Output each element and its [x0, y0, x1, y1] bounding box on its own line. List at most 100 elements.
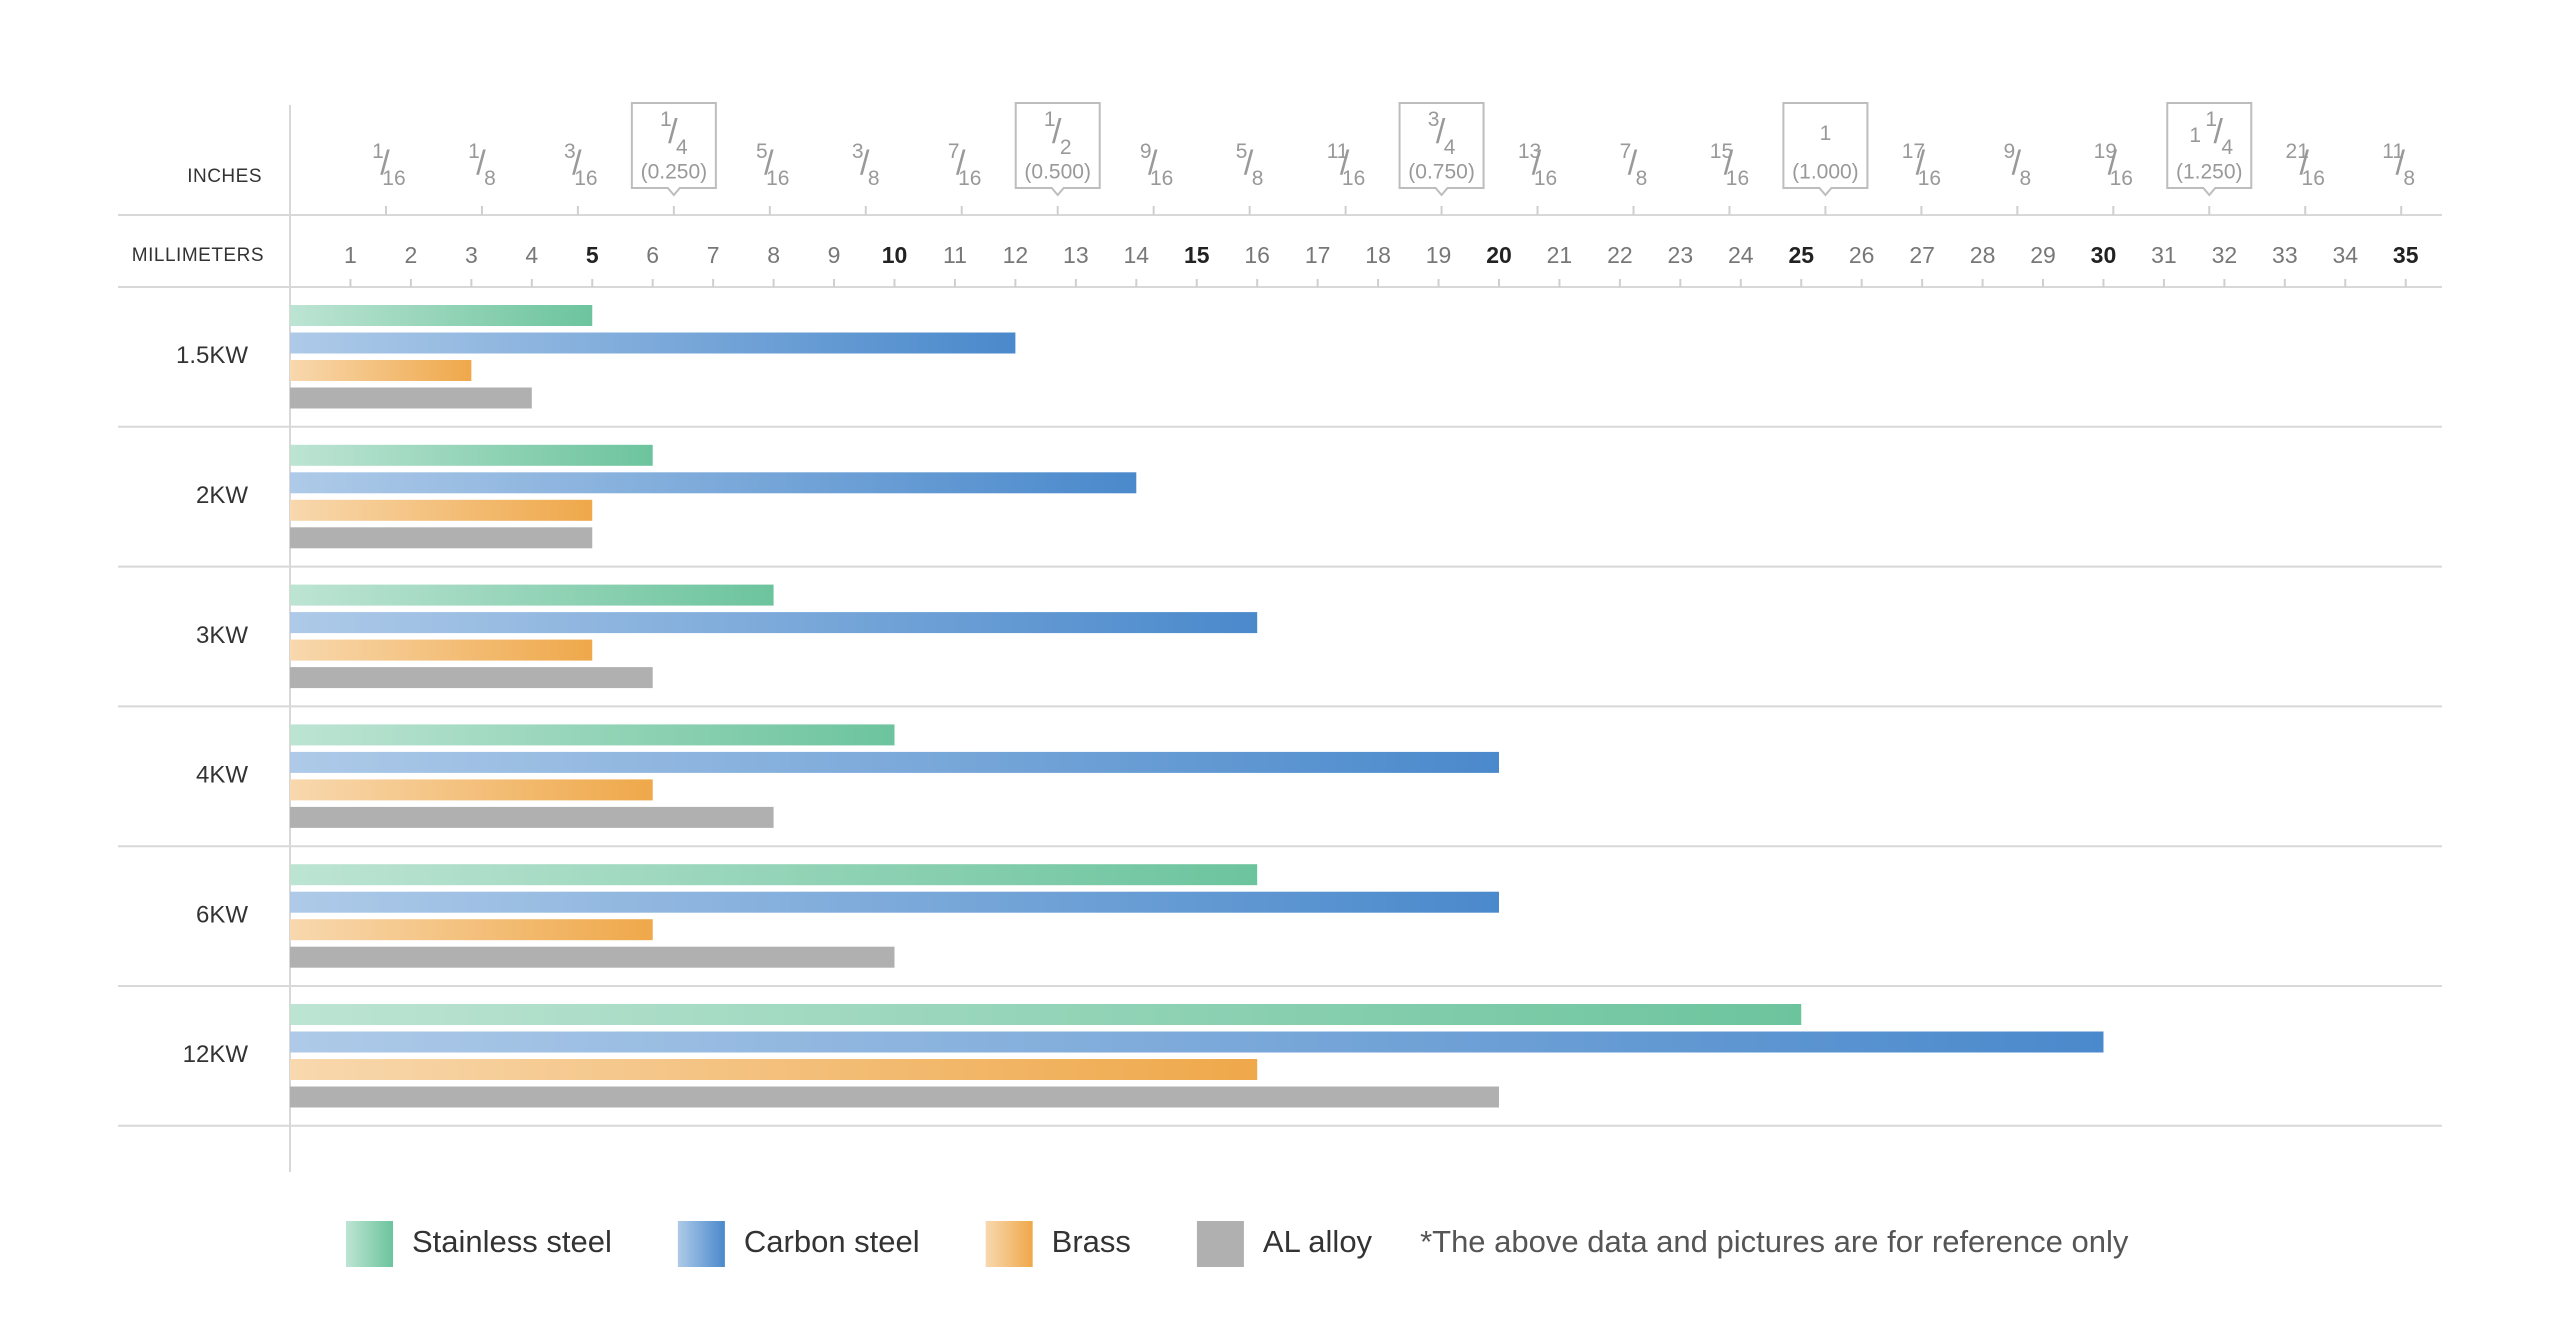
- category-label: 2KW: [196, 482, 248, 509]
- x-tick-label: 5: [586, 242, 599, 268]
- x2-tick-label: 1/8: [468, 140, 496, 190]
- bar: [290, 332, 1016, 354]
- x2-tick-label: 1: [1820, 122, 1832, 145]
- legend-swatch: [677, 1221, 725, 1267]
- x2-tick-box: [1398, 102, 1485, 197]
- x2-tick-decimal: (0.250): [641, 161, 708, 184]
- x-tick-label: 2: [405, 242, 418, 268]
- x2-tick-decimal: (1.000): [1792, 161, 1859, 184]
- x-tick-label: 13: [1063, 242, 1089, 268]
- bar: [290, 444, 653, 466]
- bar: [290, 779, 653, 801]
- legend-swatch: [1196, 1221, 1244, 1267]
- x-tick-label: 9: [828, 242, 841, 268]
- x-tick-label: 18: [1365, 242, 1391, 268]
- legend-label: Carbon steel: [744, 1224, 920, 1259]
- category-label: 3KW: [196, 622, 248, 649]
- x2-tick-label: 11/16: [1327, 140, 1366, 190]
- x2-tick-label: 5/16: [756, 140, 790, 190]
- legend-swatch: [346, 1221, 393, 1267]
- bar: [290, 584, 774, 606]
- x2-tick-decimal: (0.500): [1024, 161, 1091, 184]
- x-tick-label: 32: [2212, 242, 2238, 268]
- x-tick-label: 29: [2030, 242, 2056, 268]
- note: *The above data and pictures are for ref…: [1420, 1224, 2129, 1259]
- x-tick-label: 27: [1909, 242, 1935, 268]
- bar: [290, 472, 1137, 494]
- bar: [290, 724, 895, 746]
- x2-tick-label: 17/16: [1902, 140, 1941, 190]
- x-axis-label: MILLIMETERS: [132, 245, 264, 266]
- bar: [290, 751, 1499, 773]
- x2-tick-label: 9/8: [2003, 140, 2031, 190]
- x2-tick-label: 1/4: [660, 108, 688, 159]
- bar: [290, 499, 593, 521]
- bar: [290, 946, 895, 968]
- category-label: 6KW: [196, 901, 248, 928]
- x-tick-label: 14: [1123, 242, 1149, 268]
- x-tick-label: 25: [1788, 242, 1814, 268]
- x-tick-label: 1: [344, 242, 357, 268]
- bar: [290, 1086, 1499, 1108]
- x2-tick-label: 7/16: [948, 140, 982, 190]
- legend-label: Brass: [1052, 1224, 1131, 1259]
- x-tick-label: 31: [2151, 242, 2177, 268]
- x-tick-label: 23: [1668, 242, 1694, 268]
- x-tick-label: 17: [1305, 242, 1331, 268]
- x2-tick-label: 1/2: [1044, 108, 1072, 159]
- x-tick-label: 10: [882, 242, 908, 268]
- bar: [290, 360, 472, 381]
- x2-tick-label: 1 1/4: [2189, 108, 2233, 159]
- x-tick-label: 3: [465, 242, 478, 268]
- legend-label: Stainless steel: [412, 1224, 612, 1259]
- x-tick-label: 33: [2272, 242, 2298, 268]
- x-tick-label: 35: [2393, 242, 2419, 268]
- x2-tick-label: 3/8: [852, 140, 880, 190]
- x-tick-label: 19: [1426, 242, 1452, 268]
- x2-tick-label: 3/16: [564, 140, 598, 190]
- bar: [290, 527, 593, 549]
- bar: [290, 1059, 1258, 1080]
- x2-tick-decimal: (1.250): [2176, 161, 2243, 184]
- x-tick-label: 12: [1003, 242, 1029, 268]
- x2-tick-label: 7/8: [1620, 140, 1648, 190]
- x-tick-label: 16: [1244, 242, 1270, 268]
- bar: [290, 639, 593, 661]
- bar: [290, 387, 532, 409]
- x-tick-label: 22: [1607, 242, 1633, 268]
- x-tick-label: 8: [767, 242, 780, 268]
- x-tick-label: 4: [525, 242, 538, 268]
- x2-tick-decimal: (0.750): [1408, 161, 1475, 184]
- bar: [290, 1031, 2104, 1053]
- bar: [290, 919, 653, 941]
- x-tick-label: 6: [646, 242, 659, 268]
- x-tick-label: 30: [2091, 242, 2117, 268]
- x-tick-label: 15: [1184, 242, 1210, 268]
- bar: [290, 864, 1258, 886]
- category-label: 1.5KW: [176, 342, 248, 369]
- x2-tick-label: 9/16: [1140, 140, 1174, 190]
- x2-tick-box: [630, 102, 717, 197]
- bar: [290, 667, 653, 689]
- category-label: 4KW: [196, 762, 248, 789]
- x-tick-label: 21: [1547, 242, 1573, 268]
- x-tick-label: 7: [707, 242, 720, 268]
- x2-tick-label: 11/8: [2382, 140, 2415, 190]
- x2-tick-label: 1/16: [372, 140, 406, 190]
- x2-tick-box: [1014, 102, 1101, 197]
- x2-tick-box: [1782, 102, 1869, 197]
- x2-tick-label: 13/16: [1518, 140, 1557, 190]
- bar: [290, 1004, 1802, 1025]
- bar: [290, 891, 1499, 913]
- legend-label: AL alloy: [1263, 1224, 1373, 1259]
- x2-tick-label: 21/16: [2286, 140, 2325, 190]
- x2-axis-label: INCHES: [187, 166, 262, 187]
- x-tick-label: 26: [1849, 242, 1875, 268]
- bar: [290, 806, 774, 828]
- x2-tick-label: 15/16: [1710, 140, 1749, 190]
- x2-tick-label: 19/16: [2094, 140, 2133, 190]
- legend-swatch: [985, 1221, 1033, 1267]
- category-label: 12KW: [183, 1041, 249, 1068]
- x2-tick-label: 5/8: [1236, 140, 1264, 190]
